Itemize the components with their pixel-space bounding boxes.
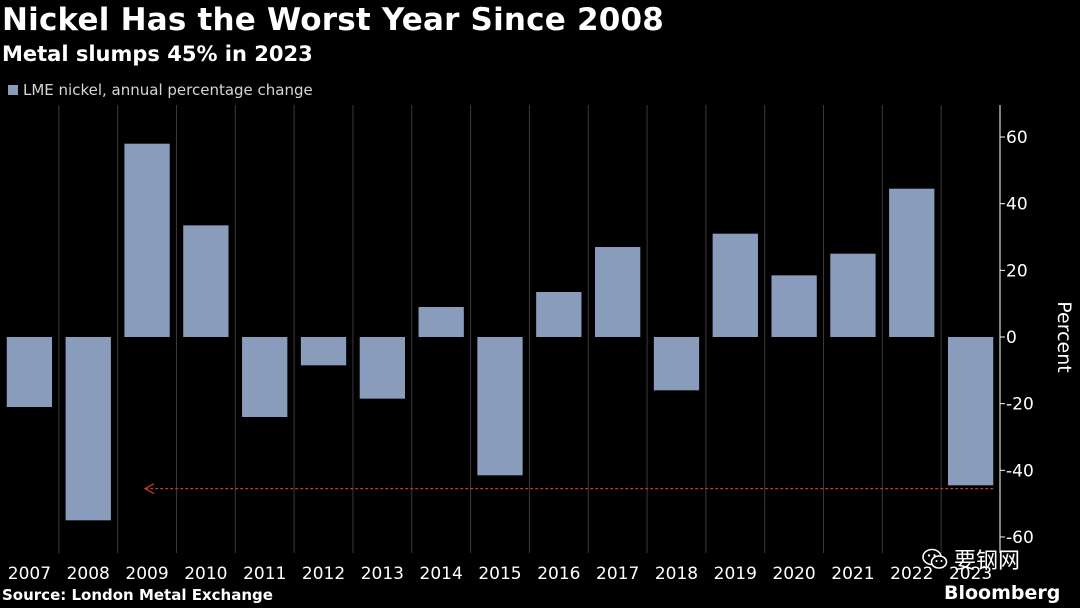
legend-label: LME nickel, annual percentage change: [23, 81, 313, 99]
chart-legend: LME nickel, annual percentage change: [8, 81, 313, 99]
annotations: [143, 483, 994, 495]
chart-subtitle: Metal slumps 45% in 2023: [2, 42, 313, 66]
y-tick-label: 0: [1006, 328, 1017, 348]
y-tick-label: -40: [1006, 461, 1034, 481]
bar-2021: [830, 253, 876, 337]
x-tick-label: 2018: [655, 564, 698, 584]
x-tick-label: 2023: [949, 564, 992, 584]
legend-swatch: [8, 85, 18, 95]
chart-title: Nickel Has the Worst Year Since 2008: [2, 2, 665, 38]
x-tick-label: 2022: [890, 564, 933, 584]
bar-2020: [771, 275, 817, 337]
y-axis-title: Percent: [1053, 301, 1075, 373]
brand-logo: Bloomberg: [944, 582, 1061, 604]
x-axis: 2007 2008 2009 2010 2011 2012 2013 2014 2015 2016…: [8, 564, 992, 584]
bar-2016: [536, 292, 582, 337]
y-tick-label: 40: [1006, 195, 1028, 215]
annotation-arrow-head: [143, 483, 155, 495]
bar-2010: [183, 225, 229, 337]
gridlines: [58, 105, 942, 553]
bar-2019: [712, 233, 758, 337]
x-tick-label: 2010: [184, 564, 227, 584]
x-tick-label: 2012: [302, 564, 345, 584]
x-tick-label: 2017: [596, 564, 639, 584]
x-tick-label: 2021: [831, 564, 874, 584]
bar-2013: [359, 337, 405, 399]
bar-2022: [889, 188, 935, 337]
x-tick-label: 2015: [478, 564, 521, 584]
x-tick-label: 2011: [243, 564, 286, 584]
bar-2018: [653, 337, 700, 391]
x-tick-label: 2016: [537, 564, 580, 584]
x-tick-label: 2019: [714, 564, 757, 584]
bar-2008: [65, 337, 111, 521]
x-tick-label: 2020: [772, 564, 815, 584]
y-tick-label: -60: [1006, 528, 1034, 548]
watermark: 要钢网: [922, 543, 1020, 575]
y-tick-label: 60: [1006, 128, 1028, 148]
watermark-text: 要钢网: [954, 549, 1021, 574]
y-tick-label: -20: [1006, 395, 1034, 415]
wechat-icon: [922, 548, 948, 569]
bar-2011: [242, 337, 288, 417]
bar-2023: [947, 337, 994, 486]
bar-2009: [124, 143, 170, 337]
x-tick-label: 2008: [67, 564, 110, 584]
x-tick-label: 2007: [8, 564, 51, 584]
x-tick-label: 2014: [420, 564, 463, 584]
bar-2017: [595, 247, 641, 337]
bar-2014: [418, 307, 464, 337]
source-note: Source: London Metal Exchange: [2, 586, 273, 604]
bar-2015: [477, 337, 523, 476]
x-tick-label: 2009: [125, 564, 168, 584]
bar-2007: [6, 337, 53, 407]
x-tick-label: 2013: [361, 564, 404, 584]
bars: [6, 143, 994, 521]
bar-2012: [300, 337, 347, 366]
y-tick-label: 20: [1006, 261, 1028, 281]
y-axis: -60 -40 -20 0 20 40 60 Percent: [999, 105, 1075, 553]
